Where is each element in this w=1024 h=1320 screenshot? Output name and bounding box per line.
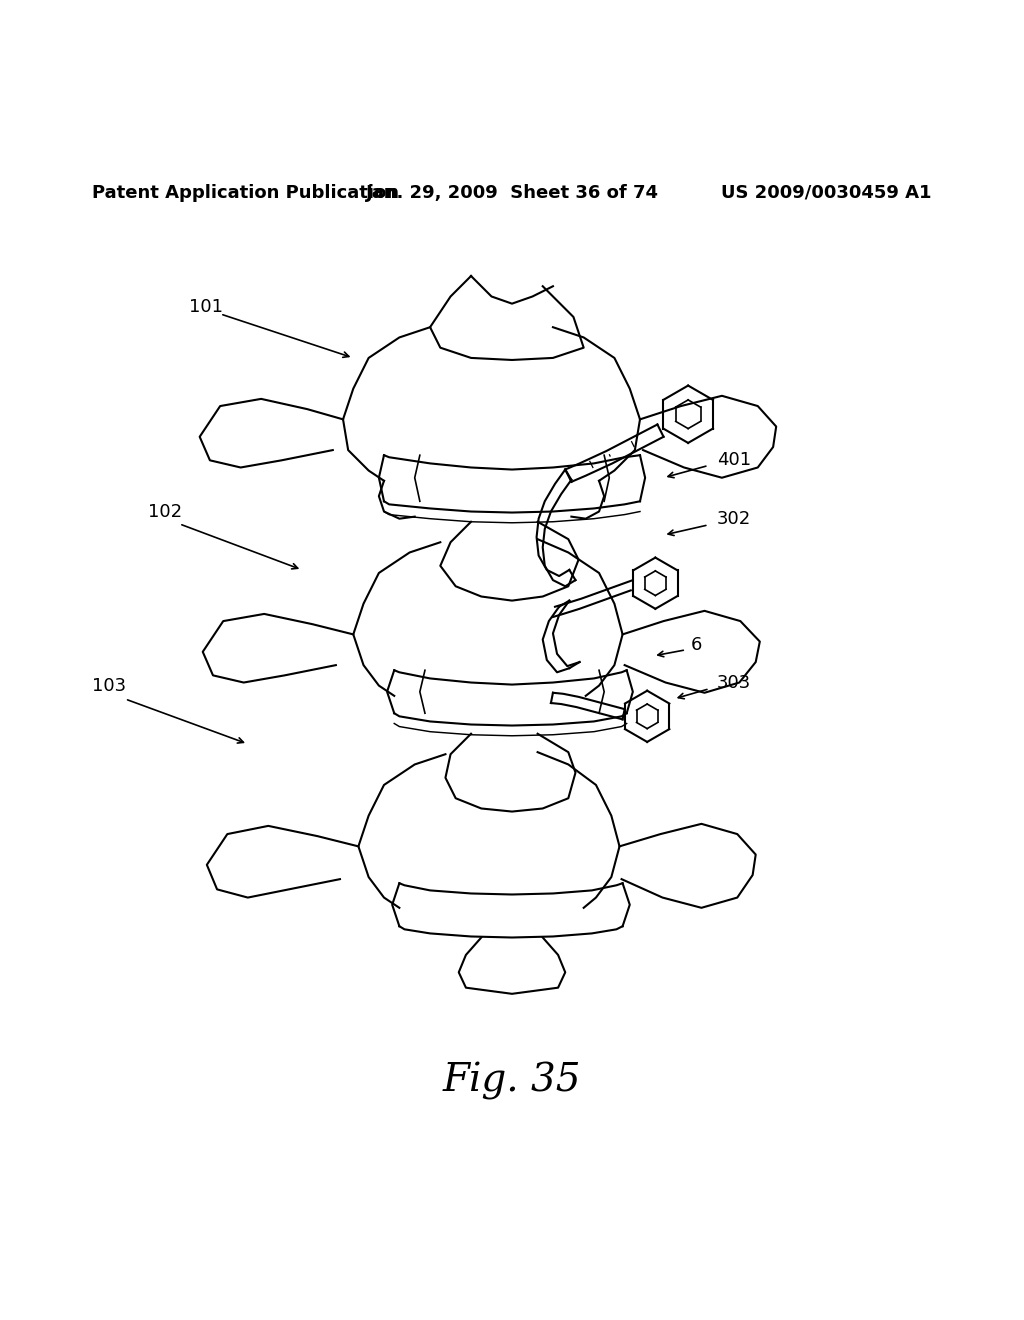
Text: 101: 101: [189, 298, 223, 315]
Text: Patent Application Publication: Patent Application Publication: [92, 183, 399, 202]
Text: 302: 302: [717, 510, 751, 528]
Text: 6: 6: [691, 636, 702, 653]
Text: Jan. 29, 2009  Sheet 36 of 74: Jan. 29, 2009 Sheet 36 of 74: [366, 183, 658, 202]
Text: 103: 103: [92, 677, 126, 694]
Text: 102: 102: [148, 503, 182, 520]
Text: Fig. 35: Fig. 35: [442, 1063, 582, 1101]
Text: US 2009/0030459 A1: US 2009/0030459 A1: [721, 183, 932, 202]
Text: 401: 401: [717, 451, 751, 470]
Text: 303: 303: [717, 673, 751, 692]
